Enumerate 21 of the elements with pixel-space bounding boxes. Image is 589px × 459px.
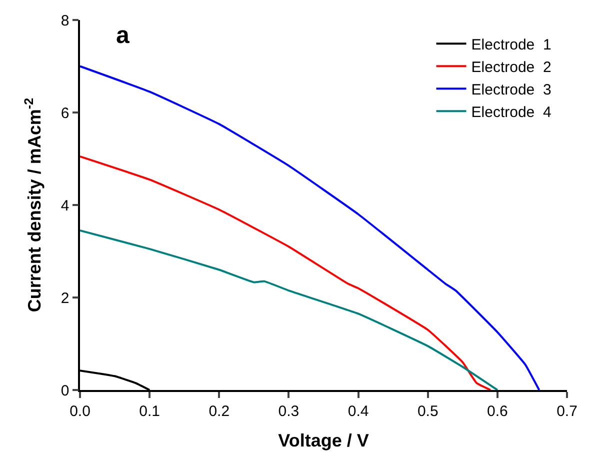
x-tick-label: 0.1 (139, 402, 160, 420)
x-tick-label: 0.6 (487, 402, 508, 420)
x-tick-label: 0.7 (556, 402, 578, 420)
y-tick-label: 2 (60, 290, 70, 307)
y-tick-label: 6 (60, 104, 70, 122)
x-tick-label: 0.2 (208, 402, 230, 420)
line-series (80, 229, 498, 390)
x-tick-label: 0.5 (417, 402, 438, 420)
chart-title: a (116, 22, 130, 49)
x-axis-title: Voltage / V (278, 430, 369, 450)
y-tick-label: 0 (60, 382, 70, 400)
legend-label: Electrode 2 (471, 59, 552, 76)
y-tick-label: 4 (60, 197, 70, 214)
line-series (80, 155, 492, 390)
x-tick-label: 0.4 (348, 402, 369, 420)
x-tick-label: 0.3 (278, 402, 300, 420)
x-tick-label: 0.0 (70, 402, 90, 420)
legend-label: Electrode 1 (471, 36, 552, 54)
legend-label: Electrode 3 (471, 82, 552, 98)
y-tick-label: 8 (60, 12, 70, 30)
legend-label: Electrode 4 (471, 104, 552, 121)
